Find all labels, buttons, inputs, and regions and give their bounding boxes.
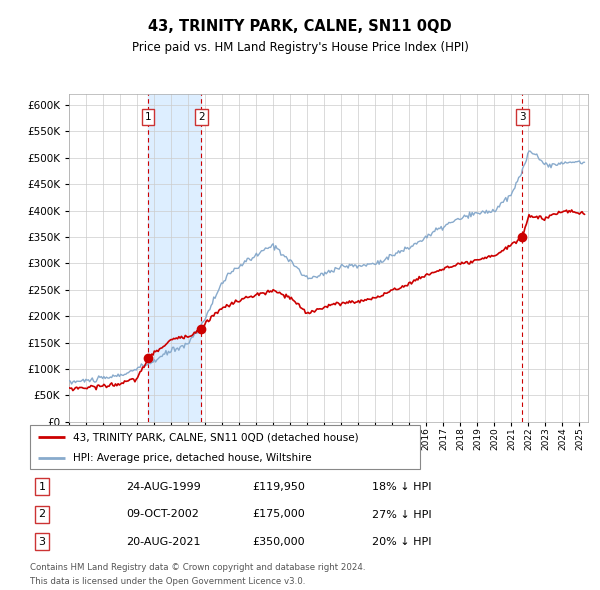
Text: Contains HM Land Registry data © Crown copyright and database right 2024.: Contains HM Land Registry data © Crown c… [30,563,365,572]
Text: 1: 1 [145,112,151,122]
Text: 2: 2 [38,510,46,519]
Text: 09-OCT-2002: 09-OCT-2002 [126,510,199,519]
Text: 1: 1 [38,482,46,491]
Text: HPI: Average price, detached house, Wiltshire: HPI: Average price, detached house, Wilt… [73,453,311,463]
Text: £119,950: £119,950 [252,482,305,491]
Text: 2: 2 [198,112,205,122]
Text: 20% ↓ HPI: 20% ↓ HPI [372,537,431,546]
Text: £175,000: £175,000 [252,510,305,519]
Bar [148,94,202,422]
Text: 43, TRINITY PARK, CALNE, SN11 0QD (detached house): 43, TRINITY PARK, CALNE, SN11 0QD (detac… [73,432,359,442]
Text: Price paid vs. HM Land Registry's House Price Index (HPI): Price paid vs. HM Land Registry's House … [131,41,469,54]
Text: 43, TRINITY PARK, CALNE, SN11 0QD: 43, TRINITY PARK, CALNE, SN11 0QD [148,19,452,34]
Text: 27% ↓ HPI: 27% ↓ HPI [372,510,431,519]
Text: 18% ↓ HPI: 18% ↓ HPI [372,482,431,491]
Text: £350,000: £350,000 [252,537,305,546]
Text: 20-AUG-2021: 20-AUG-2021 [126,537,200,546]
Text: 3: 3 [38,537,46,546]
Text: This data is licensed under the Open Government Licence v3.0.: This data is licensed under the Open Gov… [30,576,305,586]
Text: 24-AUG-1999: 24-AUG-1999 [126,482,201,491]
Text: 3: 3 [519,112,526,122]
FancyBboxPatch shape [30,425,420,469]
